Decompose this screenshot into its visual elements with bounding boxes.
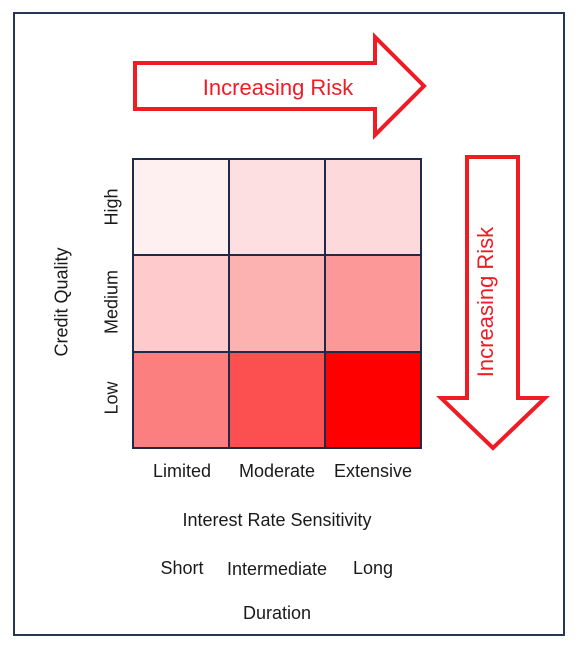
matrix-cell-medium-extensive (324, 254, 422, 353)
duration-label-intermediate: Intermediate (226, 559, 328, 579)
column-label-moderate: Moderate (238, 461, 316, 481)
matrix-cell-low-limited (132, 350, 230, 449)
matrix-cell-low-extensive (324, 350, 422, 449)
interest-rate-sensitivity-title: Interest Rate Sensitivity (182, 510, 372, 530)
matrix-cell-medium-moderate (228, 254, 326, 353)
credit-quality-axis-title: Credit Quality (51, 247, 72, 357)
duration-title: Duration (242, 603, 312, 623)
column-label-extensive: Extensive (333, 461, 413, 481)
row-label-low: Low (101, 381, 122, 415)
matrix-cell-high-moderate (228, 158, 326, 257)
matrix-cell-high-extensive (324, 158, 422, 257)
risk-matrix-grid (132, 158, 422, 449)
horizontal-risk-arrow (133, 32, 427, 140)
row-label-medium: Medium (101, 269, 122, 335)
column-label-limited: Limited (152, 461, 212, 481)
vertical-risk-label: Increasing Risk (473, 226, 498, 377)
diagram-frame (13, 12, 565, 636)
duration-label-long: Long (352, 558, 394, 578)
matrix-cell-low-moderate (228, 350, 326, 449)
horizontal-risk-label: Increasing Risk (203, 75, 354, 100)
duration-label-short: Short (160, 558, 204, 578)
matrix-cell-medium-limited (132, 254, 230, 353)
row-label-high: High (101, 188, 122, 226)
matrix-cell-high-limited (132, 158, 230, 257)
vertical-risk-arrow (436, 155, 550, 451)
